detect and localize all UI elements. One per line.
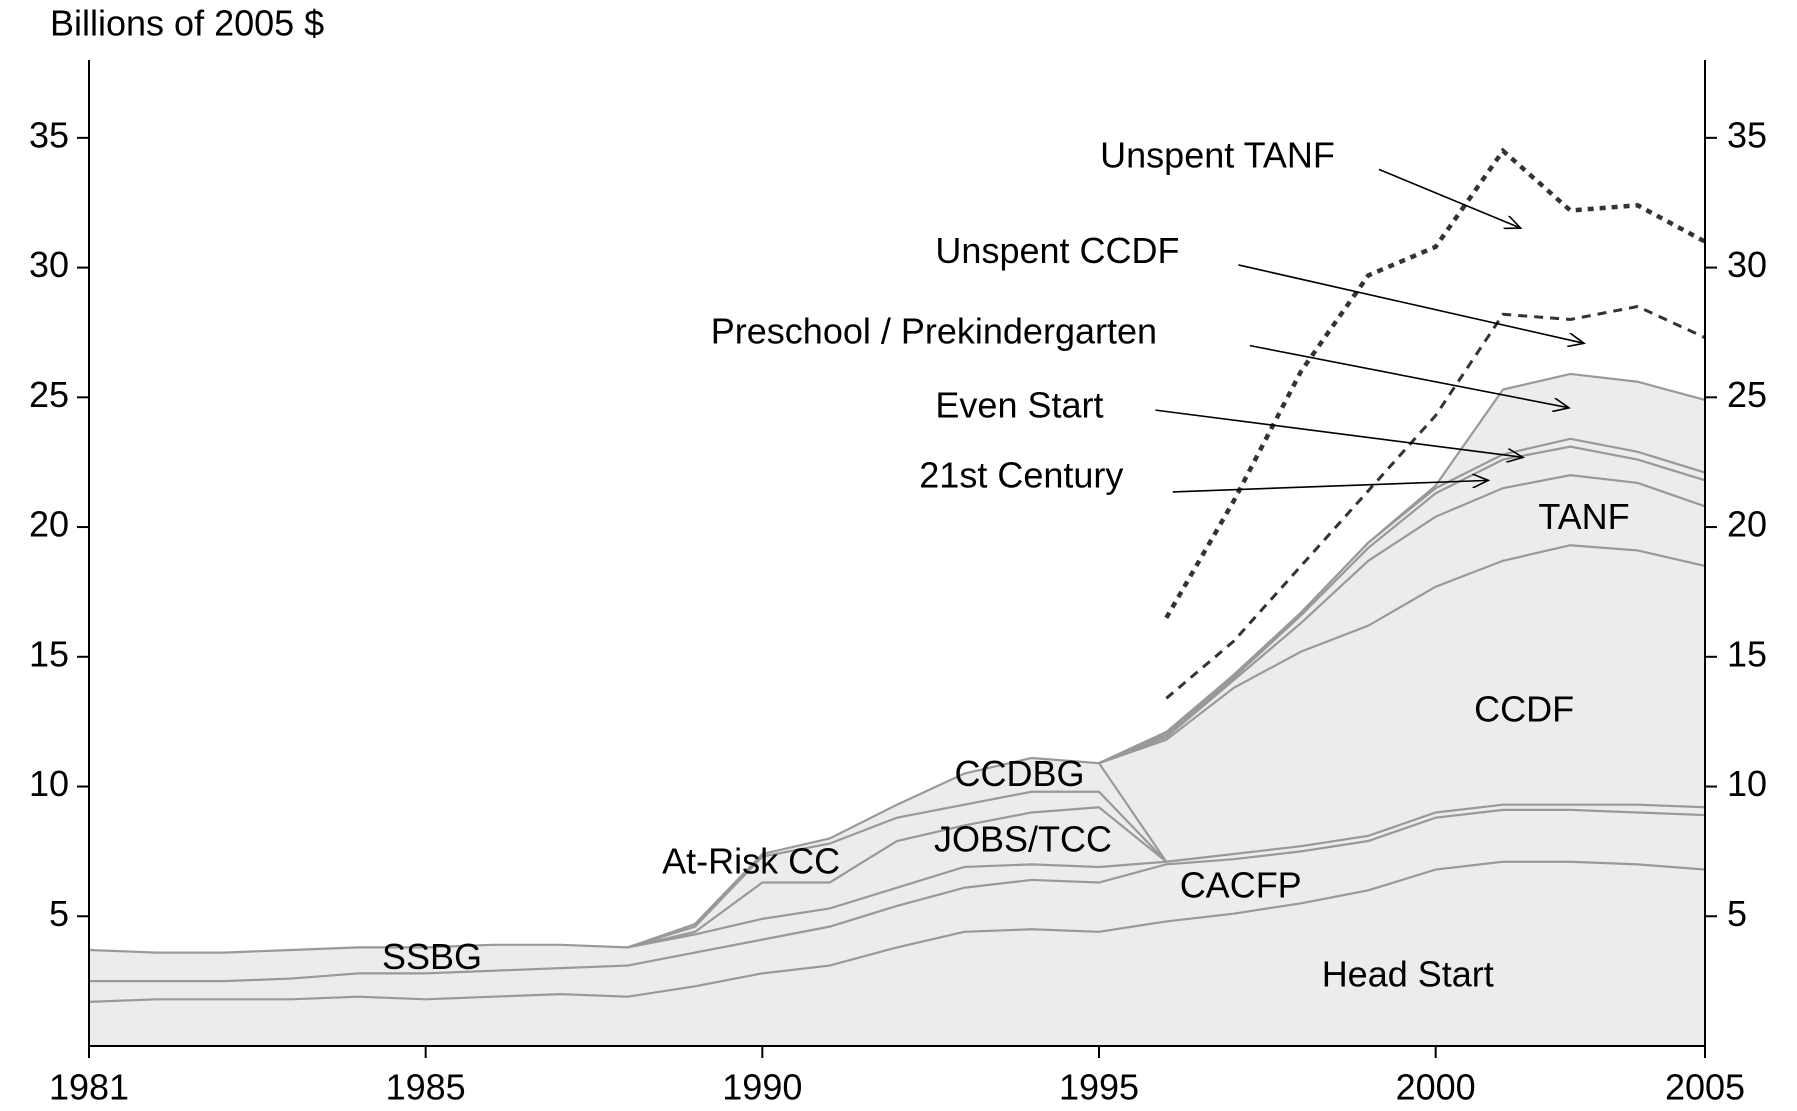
- series-label: Unspent CCDF: [935, 230, 1179, 271]
- y2-tick-label: 20: [1727, 504, 1767, 545]
- y-axis-title: Billions of 2005 $: [50, 3, 324, 44]
- series-label: Unspent TANF: [1100, 134, 1335, 175]
- x-tick-label: 1985: [386, 1067, 466, 1108]
- area-edge: [88, 860, 1706, 1003]
- y-tick-label: 35: [29, 114, 69, 155]
- series-label: SSBG: [382, 936, 482, 977]
- series-label: CACFP: [1180, 865, 1302, 906]
- area-edge: [627, 790, 1168, 949]
- lines: [88, 147, 1707, 1003]
- series-label: 21st Century: [919, 455, 1123, 496]
- series-label: TANF: [1538, 496, 1629, 537]
- y-tick-label: 5: [49, 893, 69, 934]
- annotation-arrow: [1249, 344, 1569, 408]
- x-tick-label: 1981: [49, 1067, 129, 1108]
- x-tick-label: 2000: [1396, 1067, 1476, 1108]
- area-edge: [1098, 372, 1706, 765]
- y2-tick-label: 5: [1727, 893, 1747, 934]
- stacked-area: [1099, 475, 1705, 764]
- y-tick-label: 10: [29, 763, 69, 804]
- y2-tick-label: 30: [1727, 244, 1767, 285]
- dashed-line: [1165, 304, 1706, 700]
- y-tick-label: 25: [29, 374, 69, 415]
- area-edge: [627, 756, 1168, 949]
- y-tick-label: 15: [29, 633, 69, 674]
- y-tick-label: 20: [29, 504, 69, 545]
- series-label: JOBS/TCC: [934, 819, 1112, 860]
- annotation-arrow: [1172, 480, 1489, 493]
- annotation-arrow: [1155, 409, 1522, 457]
- annotation-arrow: [1238, 264, 1584, 343]
- stacked-area: [89, 804, 1705, 982]
- area-edge: [1098, 474, 1706, 765]
- stacked-area: [627, 807, 1167, 948]
- y2-tick-label: 15: [1727, 633, 1767, 674]
- y2-tick-label: 35: [1727, 114, 1767, 155]
- area-edge: [89, 808, 1706, 983]
- series-label: Even Start: [935, 384, 1103, 425]
- area-edge: [1098, 445, 1706, 765]
- area-edge: [88, 803, 1706, 954]
- area-edge: [1098, 544, 1706, 765]
- x-tick-label: 2005: [1665, 1067, 1745, 1108]
- x-tick-label: 1990: [722, 1067, 802, 1108]
- stacked-area: [89, 861, 1705, 1046]
- area-edge: [627, 806, 1168, 949]
- series-label: CCDBG: [955, 753, 1085, 794]
- dashed-line: [1164, 147, 1707, 619]
- labels: Head Start CACFP SSBG JOBS/TCC At-Risk CC CCD…: [382, 134, 1630, 994]
- y-tick-label: 30: [29, 244, 69, 285]
- axes: 5 10 15 20 25 30 35 5 10 15 20 25 30 35 1981 1985 1990 19…: [29, 60, 1767, 1108]
- series-label: Head Start: [1322, 953, 1494, 994]
- stacked-area: [1099, 373, 1705, 764]
- y2-tick-label: 10: [1727, 763, 1767, 804]
- series-label: CCDF: [1474, 688, 1574, 729]
- series-label: Preschool / Prekindergarten: [711, 311, 1157, 352]
- series-label: At-Risk CC: [662, 841, 840, 882]
- annotation-arrow: [1378, 168, 1521, 228]
- x-tick-label: 1995: [1059, 1067, 1139, 1108]
- y2-tick-label: 25: [1727, 374, 1767, 415]
- stacked-area: [1099, 545, 1705, 862]
- stacked-area: [1099, 446, 1705, 764]
- areas: [89, 373, 1705, 1046]
